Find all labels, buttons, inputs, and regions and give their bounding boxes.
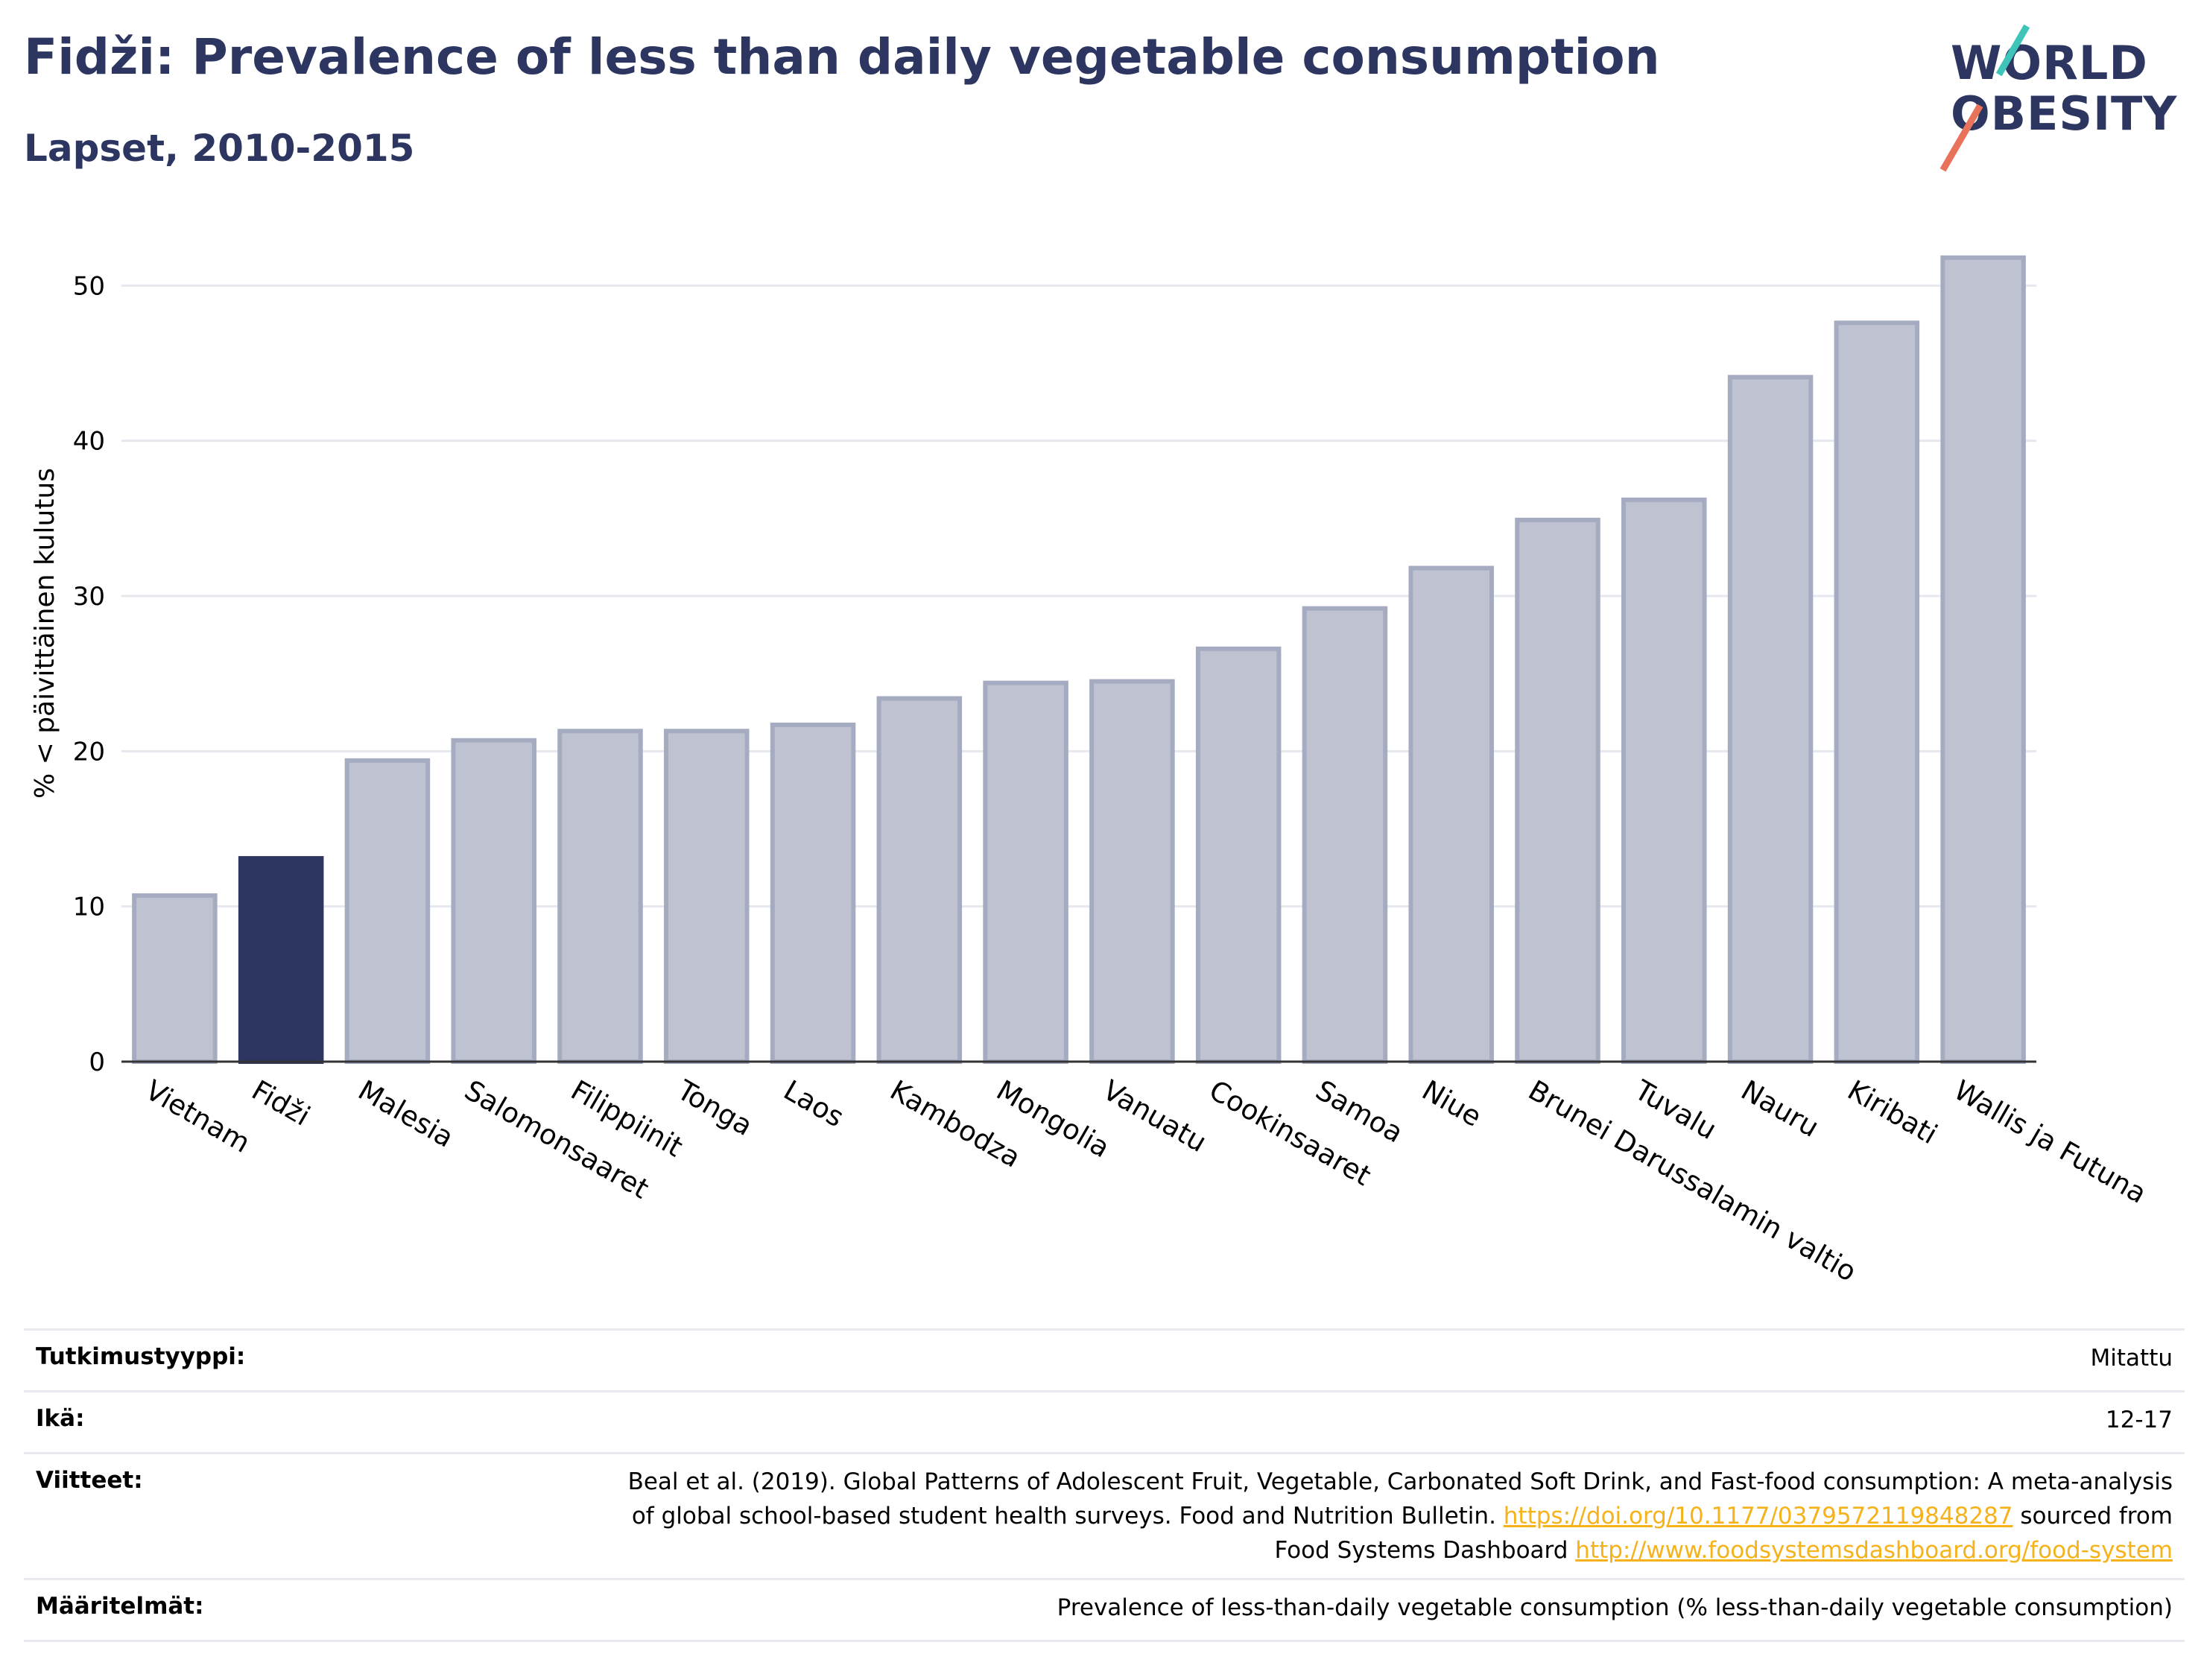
references-line-2-text: of global school-based student health su… <box>631 1503 1496 1530</box>
bar-wallis-ja-futuna <box>1940 255 2026 1064</box>
y-tick-label: 30 <box>73 582 105 612</box>
y-tick-label: 50 <box>73 271 105 301</box>
info-row-definitions: Määritelmät: Prevalence of less-than-dai… <box>24 1578 2185 1642</box>
logo-line-1: WORLD <box>1951 36 2148 90</box>
bar-vanuatu <box>1089 679 1175 1064</box>
bar-filippiinit <box>557 729 643 1064</box>
info-row-study-type: Tutkimustyyppi: Mitattu <box>24 1328 2185 1390</box>
age-value: 12-17 <box>2105 1407 2173 1433</box>
x-tick-label: Salomonsaaret <box>459 1074 654 1205</box>
definitions-label: Määritelmät: <box>36 1593 204 1620</box>
dashboard-link[interactable]: http://www.foodsystemsdashboard.org/food… <box>1575 1537 2173 1564</box>
info-row-age: Ikä: 12-17 <box>24 1390 2185 1452</box>
bar-fid-i <box>238 856 324 1065</box>
bar-brunei-darussalamin-valtio <box>1515 517 1600 1064</box>
world-obesity-logo: WORLD OBESITY <box>1937 22 2191 172</box>
bar-cookinsaaret <box>1195 646 1282 1064</box>
x-tick-label: Laos <box>779 1074 849 1134</box>
y-tick-label: 40 <box>73 427 105 457</box>
references-label: Viitteet: <box>36 1467 143 1494</box>
bar-mongolia <box>983 680 1068 1065</box>
x-tick-label: Tonga <box>671 1074 758 1142</box>
references-line-3: Food Systems Dashboard http://www.foodsy… <box>628 1533 2173 1568</box>
bar-kiribati <box>1834 320 1920 1065</box>
chart-subtitle: Lapset, 2010-2015 <box>24 127 415 170</box>
x-tick-label: Kiribati <box>1842 1074 1942 1151</box>
bar-vietnam <box>132 893 218 1065</box>
bar-laos <box>770 722 856 1065</box>
chart-title: Fidži: Prevalence of less than daily veg… <box>24 28 1660 86</box>
bar-tonga <box>664 729 750 1064</box>
bar-samoa <box>1302 606 1388 1064</box>
x-tick-label: Niue <box>1416 1074 1486 1133</box>
x-tick-label: Fidži <box>247 1074 316 1132</box>
x-tick-label: Vietnam <box>140 1074 256 1159</box>
y-axis-label: % < päivittäinen kulutus <box>30 468 60 799</box>
bar-niue <box>1408 565 1494 1064</box>
y-tick-label: 10 <box>73 893 105 922</box>
x-tick-label: Wallis ja Futuna <box>1948 1074 2152 1210</box>
y-tick-label: 0 <box>89 1047 105 1077</box>
bar-malesia <box>344 758 431 1064</box>
bar-nauru <box>1727 375 1814 1064</box>
study-type-value: Mitattu <box>2090 1345 2173 1372</box>
info-table: Tutkimustyyppi: Mitattu Ikä: 12-17 Viitt… <box>24 1328 2185 1642</box>
references-value: Beal et al. (2019). Global Patterns of A… <box>628 1465 2173 1568</box>
references-line-3-text: Food Systems Dashboard <box>1274 1537 1568 1564</box>
grid-layer <box>121 284 2036 908</box>
bar-tuvalu <box>1621 497 1707 1064</box>
study-type-label: Tutkimustyyppi: <box>36 1343 246 1370</box>
x-tick-label: Vanuatu <box>1098 1074 1212 1159</box>
definitions-value: Prevalence of less-than-daily vegetable … <box>1057 1594 2173 1621</box>
y-tick-label: 20 <box>73 737 105 767</box>
info-row-references: Viitteet: Beal et al. (2019). Global Pat… <box>24 1452 2185 1578</box>
x-tick-label: Nauru <box>1736 1074 1825 1144</box>
x-tick-label: Malesia <box>352 1074 459 1154</box>
bar-salomonsaaret <box>451 738 536 1064</box>
doi-link[interactable]: https://doi.org/10.1177/0379572119848287 <box>1503 1503 2013 1530</box>
age-label: Ikä: <box>36 1405 85 1432</box>
references-line-1: Beal et al. (2019). Global Patterns of A… <box>627 1468 2173 1495</box>
references-line-2: of global school-based student health su… <box>628 1499 2173 1533</box>
references-line-2-tail: sourced from <box>2020 1503 2173 1530</box>
logo-line-2: OBESITY <box>1951 86 2178 141</box>
bar-layer <box>132 255 2026 1065</box>
bar-kambodza <box>876 696 963 1064</box>
